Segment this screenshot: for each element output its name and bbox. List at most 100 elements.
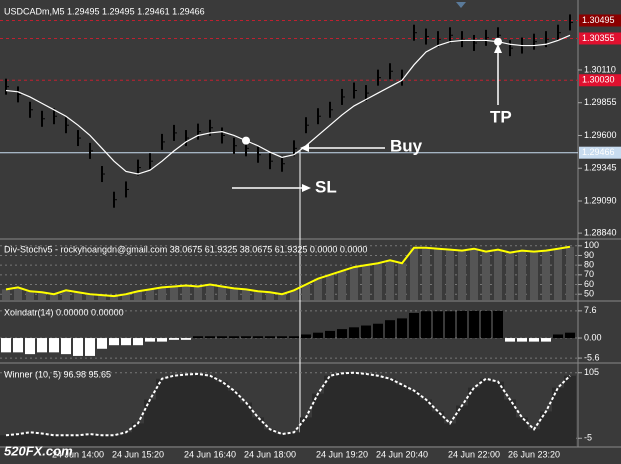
winner-column xyxy=(192,373,204,446)
winner-column xyxy=(516,417,528,446)
y-tick-label: 1.29345 xyxy=(584,163,617,173)
atr-column xyxy=(421,311,431,339)
stoch-column xyxy=(122,294,130,300)
winner-column xyxy=(72,435,84,446)
annotation: Buy xyxy=(390,136,423,155)
atr-column xyxy=(157,338,167,342)
stoch-column xyxy=(14,287,22,300)
winner-column xyxy=(420,399,432,446)
stoch-column xyxy=(110,296,118,300)
winner-column xyxy=(168,375,180,446)
atr-column xyxy=(61,338,71,355)
atr-column xyxy=(121,338,131,346)
signal-dot xyxy=(494,37,502,46)
stoch-column xyxy=(230,288,238,300)
stoch-column xyxy=(326,274,334,300)
winner-column xyxy=(84,434,96,446)
atr-column xyxy=(469,310,479,339)
x-tick-label: 24 Jun 16:40 xyxy=(184,449,236,459)
atr-column xyxy=(433,311,443,339)
stoch-column xyxy=(266,292,274,300)
y-tick-label: 60 xyxy=(584,279,594,289)
atr-column xyxy=(133,338,143,346)
stoch-column xyxy=(26,291,34,300)
stoch-column xyxy=(302,284,310,300)
stoch-column xyxy=(62,290,70,300)
atr-column xyxy=(409,313,419,339)
winner-column xyxy=(36,433,48,446)
atr-column xyxy=(517,338,527,342)
winner-column xyxy=(504,399,516,446)
tp-arrow-head xyxy=(494,44,502,53)
winner-column xyxy=(372,375,384,446)
moving-average xyxy=(5,34,571,175)
y-tick-label: 70 xyxy=(584,269,594,279)
winner-column xyxy=(96,435,108,446)
stoch-column xyxy=(518,250,526,300)
annotation: SL xyxy=(315,177,337,196)
atr-column xyxy=(529,338,539,342)
atr-column xyxy=(397,318,407,339)
atr-column xyxy=(13,338,23,353)
atr-column xyxy=(277,336,287,339)
winner-column xyxy=(432,411,444,446)
atr-column xyxy=(37,338,47,353)
atr-column xyxy=(85,338,95,356)
atr-column xyxy=(49,338,59,353)
atr-column xyxy=(181,338,191,340)
y-tick-label: 1.29600 xyxy=(584,130,617,140)
atr-column xyxy=(505,338,515,342)
stoch-column xyxy=(494,249,502,300)
y-tick-label: 1.30110 xyxy=(584,64,616,74)
y-tick-label: 100 xyxy=(584,240,599,250)
stoch-column xyxy=(398,263,406,300)
atr-column xyxy=(349,327,359,339)
signal-dot xyxy=(242,136,250,145)
winner-column xyxy=(444,423,456,446)
winner-line xyxy=(5,371,571,437)
x-tick-label: 24 Jun 20:40 xyxy=(376,449,428,459)
x-tick-label: 24 Jun 22:00 xyxy=(448,449,500,459)
winner-column xyxy=(288,432,300,446)
stoch-line xyxy=(5,245,571,298)
winner-column xyxy=(300,417,312,446)
y-tick-label: 7.6 xyxy=(584,305,597,315)
atr-column xyxy=(313,332,323,339)
level-label-bg xyxy=(579,146,621,159)
stoch-column xyxy=(530,251,538,300)
winner-column xyxy=(228,390,240,446)
winner-column xyxy=(312,393,324,446)
atr-column xyxy=(493,310,503,339)
atr-column xyxy=(457,310,467,339)
atr-column xyxy=(385,320,395,339)
stoch-column xyxy=(50,294,58,300)
y-tick-label: 1.28840 xyxy=(584,227,617,237)
atr-column xyxy=(253,336,263,339)
winner-column xyxy=(348,372,360,446)
y-tick-label: 0.00 xyxy=(584,332,602,342)
stoch-column xyxy=(422,247,430,300)
atr-column xyxy=(97,338,107,349)
stoch-column xyxy=(98,295,106,300)
winner-column xyxy=(540,411,552,446)
stoch-column xyxy=(170,286,178,300)
atr-column xyxy=(325,330,335,339)
stoch-column xyxy=(278,294,286,300)
atr-column xyxy=(1,338,11,353)
panel-title: Div-Stochv5 - rockyhoangdn@gmail.com 38.… xyxy=(4,244,367,254)
panel-title: USDCADm,M5 1.29495 1.29495 1.29461 1.294… xyxy=(4,6,205,16)
level-label-bg xyxy=(579,32,621,45)
winner-column xyxy=(252,417,264,446)
stoch-column xyxy=(542,250,550,300)
stoch-column xyxy=(446,249,454,300)
winner-column xyxy=(156,378,168,446)
winner-column xyxy=(528,429,540,446)
stoch-column xyxy=(350,267,358,300)
stoch-column xyxy=(314,278,322,300)
stoch-column xyxy=(482,251,490,300)
atr-column xyxy=(25,338,35,355)
winner-column xyxy=(468,387,480,446)
atr-column xyxy=(205,336,215,339)
winner-column xyxy=(12,434,24,446)
winner-column xyxy=(108,435,120,446)
